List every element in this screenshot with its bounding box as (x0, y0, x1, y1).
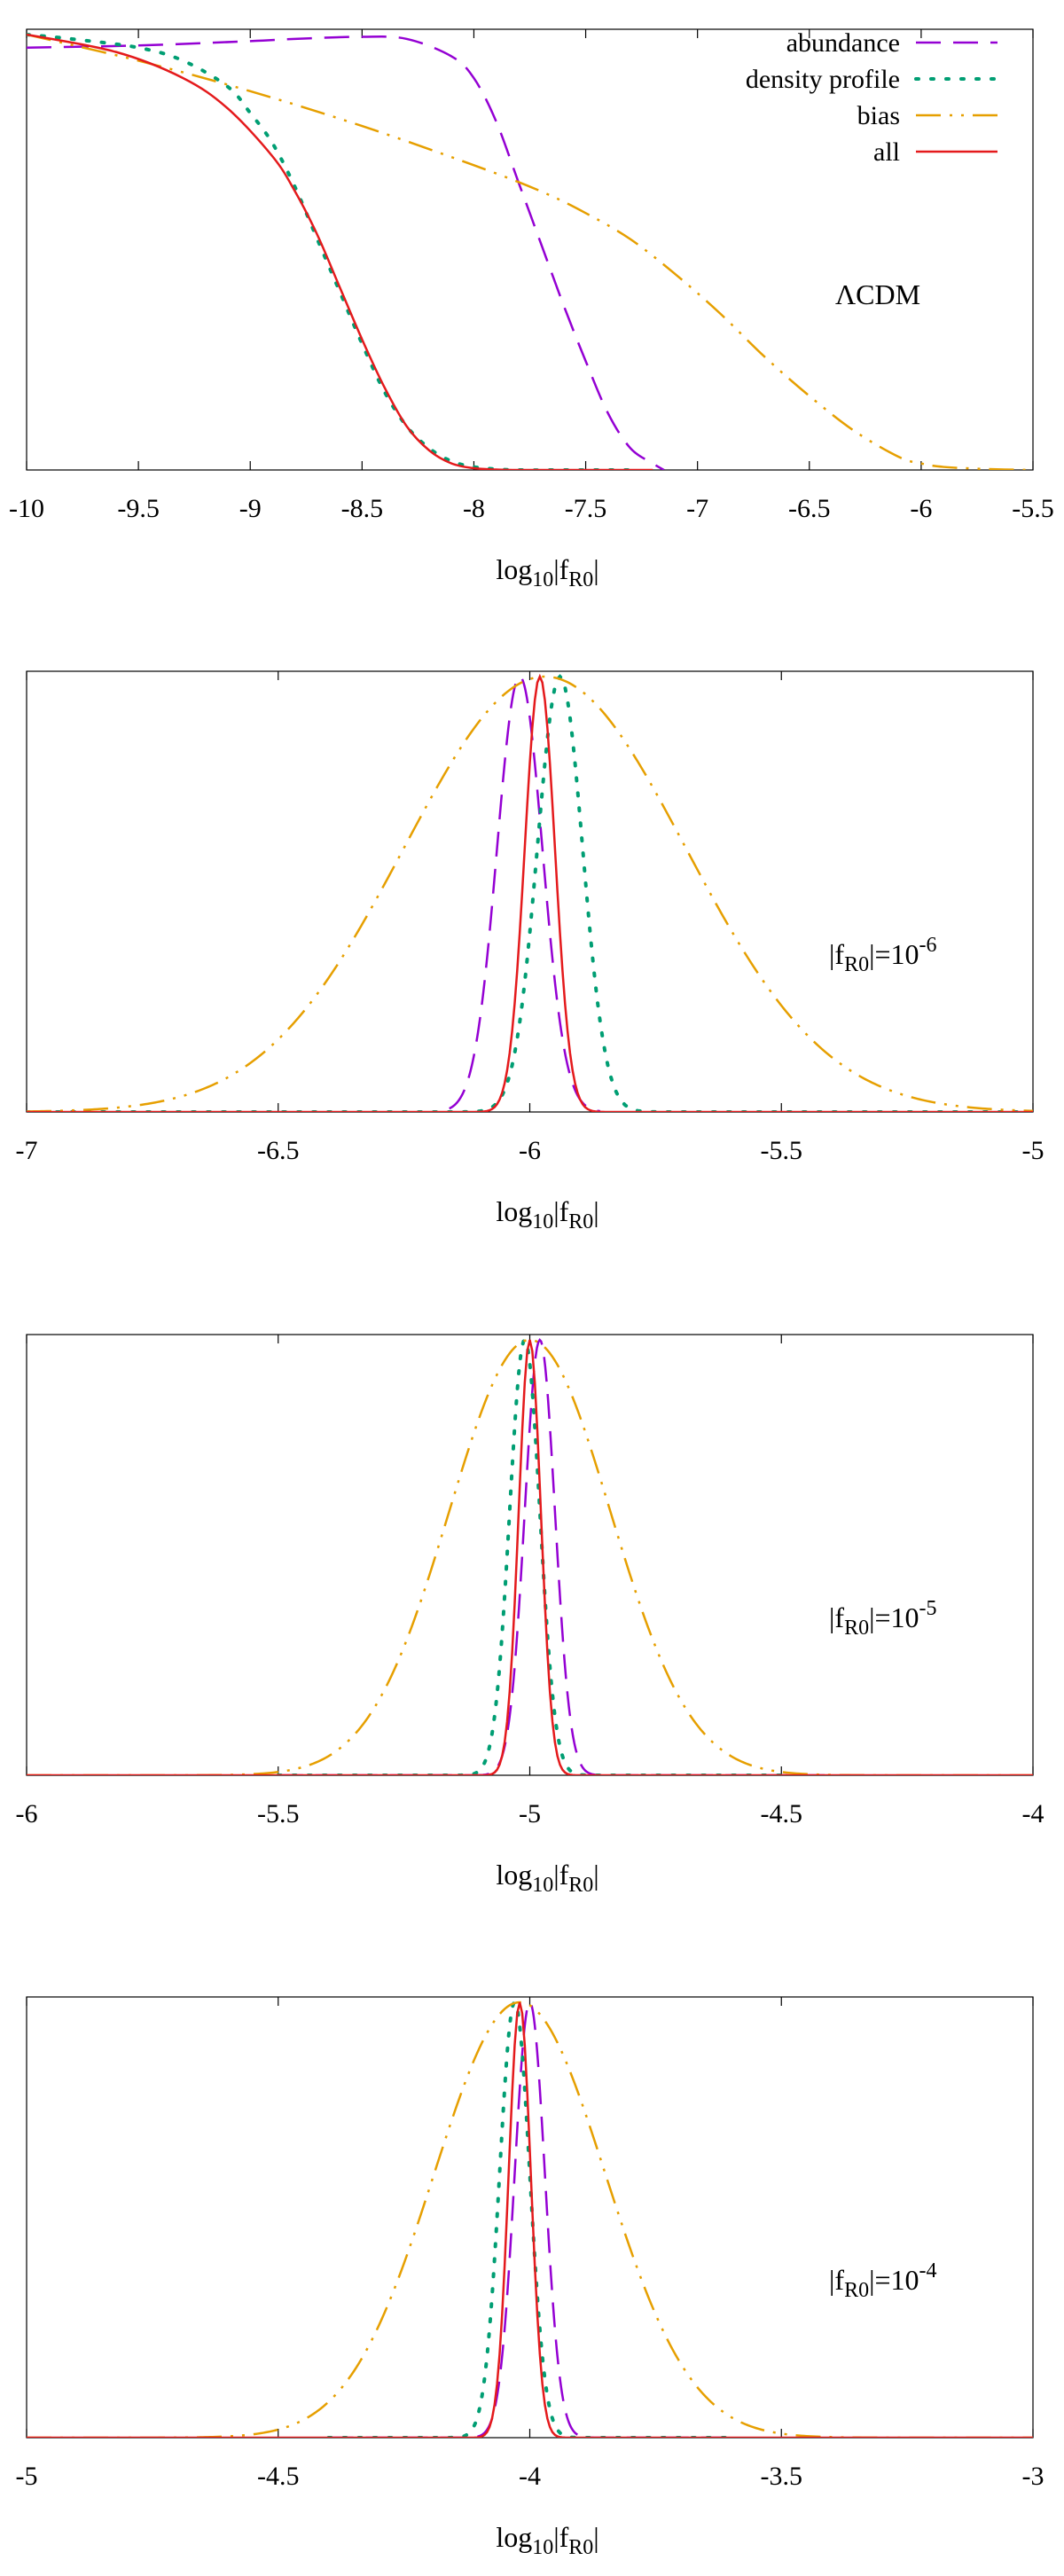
x-tick-label: -9 (239, 494, 262, 523)
series-abundance (278, 1337, 832, 1775)
plot-frame (26, 1996, 1034, 2439)
curves (27, 673, 1033, 1112)
x-axis-label-part: R0 (568, 1210, 593, 1233)
x-axis-label-part: |f (553, 1195, 568, 1227)
x-tick-label: -8.5 (341, 494, 384, 523)
panel-label-part: R0 (844, 2279, 869, 2302)
series-density-profile (326, 2000, 733, 2438)
series-bias (27, 33, 1033, 470)
x-axis-label-part: log (496, 2521, 532, 2553)
series-all (27, 1339, 1033, 1775)
x-tick-label: -8 (463, 494, 485, 523)
x-tick-label: -4.5 (257, 2462, 300, 2491)
panel-label-part: R0 (844, 1617, 869, 1640)
panel-label: ΛCDM (835, 278, 920, 310)
legend-label: density profile (746, 65, 900, 94)
panel-label-part: |=10 (869, 1601, 919, 1633)
x-axis-label-part: | (593, 1195, 598, 1227)
x-axis-label-part: |f (553, 1859, 568, 1891)
x-axis-label-part: | (593, 553, 598, 585)
x-axis-label-part: R0 (568, 1874, 593, 1897)
plot-frame (26, 670, 1034, 1113)
x-axis-label-part: 10 (532, 1874, 553, 1897)
legend-label: bias (857, 101, 900, 130)
curves (27, 1336, 1033, 1775)
x-tick-label: -10 (9, 494, 44, 523)
x-tick-label: -6.5 (788, 494, 831, 523)
series-bias (27, 2001, 1033, 2438)
panel-1: -10 -9.5 -9 -8.5 -8 -7.5 -7 -6.5 -6 -5.5 log10|fR0… (9, 28, 1054, 591)
x-axis-label-part: |f (553, 2521, 568, 2553)
plot-frame (26, 1334, 1034, 1776)
x-axis-label: log10|fR0| (496, 1859, 598, 1897)
x-axis-label: log10|fR0| (496, 553, 598, 591)
x-tick-label: -5 (1022, 1136, 1044, 1165)
x-axis-label-part: 10 (532, 1210, 553, 1233)
x-axis-label-part: | (593, 1859, 598, 1891)
x-axis-label-part: log (496, 553, 532, 585)
series-all (27, 673, 1033, 1112)
x-tick-label: -7 (686, 494, 708, 523)
x-axis-label: log10|fR0| (496, 2521, 598, 2559)
x-axis-label-part: R0 (568, 568, 593, 591)
x-tick-label: -6 (910, 494, 932, 523)
panel-label-part: -5 (919, 1597, 937, 1620)
x-tick-label: -5.5 (761, 1136, 803, 1165)
panel-label: |fR0|=10-6 (829, 934, 937, 976)
series-density-profile (276, 1336, 784, 1775)
series-bias (27, 675, 1033, 1112)
x-axis-label: log10|fR0| (496, 1195, 598, 1233)
panel-label-part: |f (829, 2264, 844, 2296)
series-abundance (328, 2001, 732, 2438)
panel-label-part: -6 (919, 934, 937, 957)
x-tick-label: -6.5 (257, 1136, 300, 1165)
x-tick-label: -5.5 (1012, 494, 1054, 523)
series-all (27, 33, 653, 470)
panel-label: |fR0|=10-5 (829, 1597, 937, 1640)
x-axis-label-part: log (496, 1195, 532, 1227)
x-axis-label-part: |f (553, 553, 568, 585)
x-tick-label: -4 (519, 2462, 541, 2491)
x-tick-label: -7 (16, 1136, 38, 1165)
x-axis-label-part: R0 (568, 2536, 593, 2559)
series-density-profile (27, 33, 632, 470)
panel-label-part: |f (829, 1601, 844, 1633)
legend: abundance density profile bias all (746, 28, 999, 167)
plot-frame (26, 28, 1034, 471)
x-axis-label-part: log (496, 1859, 532, 1891)
x-tick-label: -6 (519, 1136, 541, 1165)
panel-label: |fR0|=10-4 (829, 2259, 937, 2302)
x-tick-label: -5 (519, 1799, 541, 1828)
x-axis-label-part: | (593, 2521, 598, 2553)
x-tick-label: -5 (16, 2462, 38, 2491)
curves (27, 2000, 1033, 2438)
series-all (27, 2001, 1033, 2438)
x-tick-label: -5.5 (257, 1799, 300, 1828)
x-tick-label: -4.5 (761, 1799, 803, 1828)
panel-label-part: -4 (919, 2259, 937, 2282)
series-bias (27, 1338, 1033, 1775)
panel-label-part: R0 (844, 953, 869, 976)
panel-label-part: |=10 (869, 938, 919, 970)
x-tick-label: -6 (16, 1799, 38, 1828)
legend-label: all (873, 137, 900, 167)
x-tick-label: -7.5 (565, 494, 607, 523)
panel-label-part: |=10 (869, 2264, 919, 2296)
series-abundance (27, 35, 665, 470)
legend-label: abundance (786, 28, 900, 58)
series-abundance (449, 675, 601, 1112)
x-tick-label: -3.5 (761, 2462, 803, 2491)
x-tick-label: -4 (1022, 1799, 1044, 1828)
panel-label-part: |f (829, 938, 844, 970)
series-density-profile (27, 674, 1033, 1112)
x-axis-label-part: 10 (532, 2536, 553, 2559)
x-tick-label: -9.5 (117, 494, 160, 523)
curves (27, 33, 1033, 470)
x-tick-label: -3 (1022, 2462, 1044, 2491)
x-axis-label-part: 10 (532, 568, 553, 591)
